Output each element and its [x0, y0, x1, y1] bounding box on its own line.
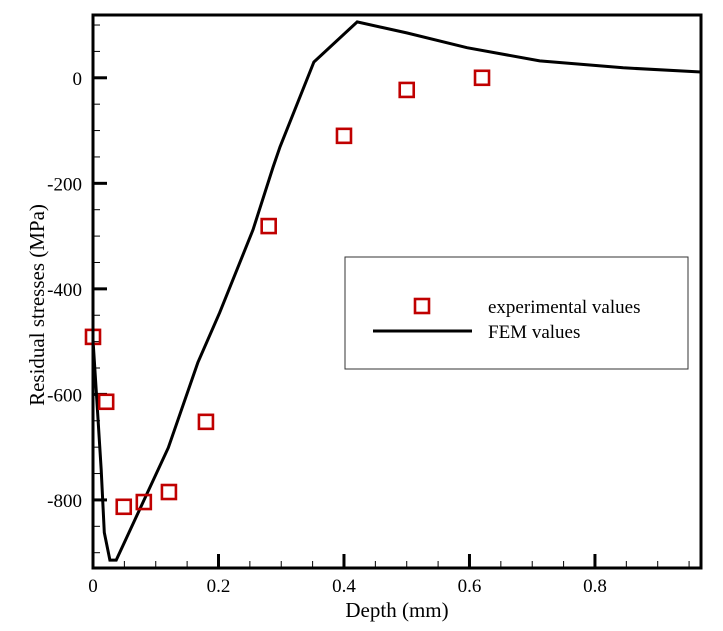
y-axis-title: Residual stresses (MPa) — [25, 204, 49, 406]
legend: experimental values FEM values — [344, 256, 689, 370]
y-tick-label: -800 — [47, 491, 82, 512]
y-tick-label: -600 — [47, 385, 82, 406]
experimental-marker — [97, 393, 115, 411]
legend-box — [344, 256, 689, 370]
experimental-marker — [135, 493, 153, 511]
x-tick-label: 0.8 — [583, 576, 607, 597]
y-tick-label: -400 — [47, 280, 82, 301]
plot-frame — [91, 13, 703, 570]
experimental-marker — [160, 483, 178, 501]
experimental-marker — [260, 217, 277, 235]
x-tick-label: 0.2 — [207, 576, 231, 597]
experimental-marker — [335, 127, 353, 145]
y-tick-labels: 0 -200 -400 -600 -800 — [47, 69, 82, 512]
legend-marker-experimental — [413, 297, 431, 315]
x-tick-label: 0.6 — [458, 576, 482, 597]
x-tick-labels: 0 0.2 0.4 0.6 0.8 — [88, 576, 607, 597]
experimental-marker — [115, 498, 133, 516]
legend-label-experimental: experimental values — [488, 297, 640, 318]
y-tick-label: 0 — [73, 69, 83, 90]
experimental-markers — [84, 69, 491, 516]
x-tick-label: 0.4 — [332, 576, 356, 597]
experimental-marker — [473, 69, 491, 87]
experimental-marker — [197, 413, 215, 431]
experimental-marker — [398, 81, 416, 99]
fem-series-line — [91, 20, 702, 562]
x-axis-title: Depth (mm) — [345, 598, 448, 622]
y-tick-label: -200 — [47, 174, 82, 195]
legend-label-fem: FEM values — [488, 322, 580, 343]
x-tick-label: 0 — [88, 576, 98, 597]
plot-area — [84, 20, 702, 562]
